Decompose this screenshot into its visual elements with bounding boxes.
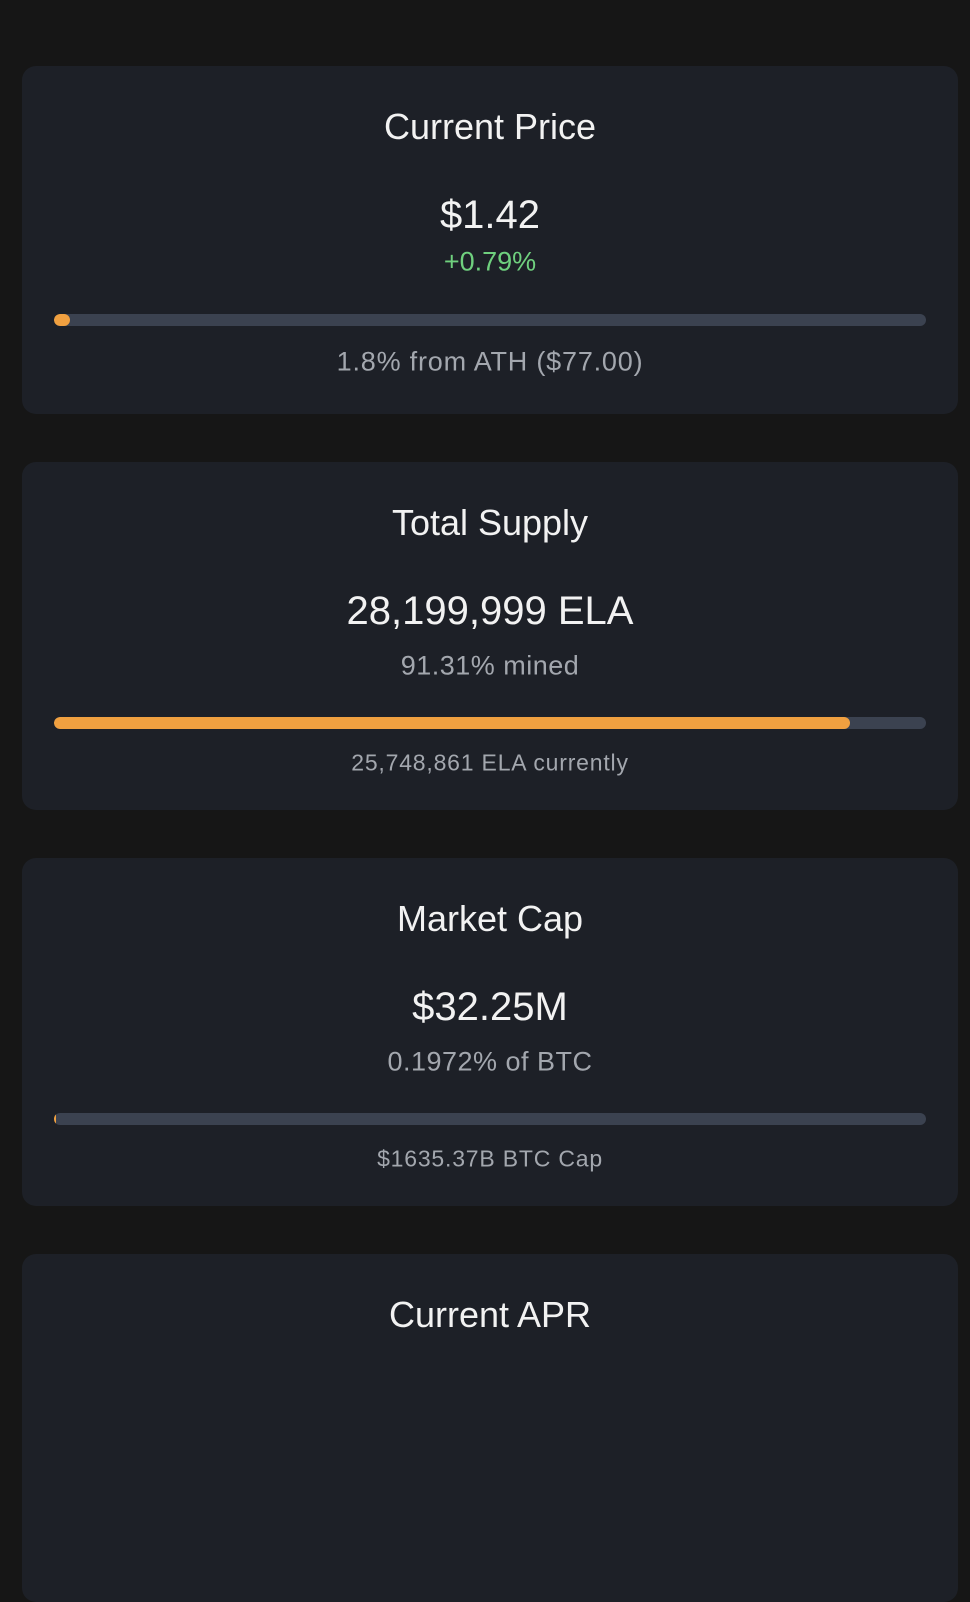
progress-fill [54, 717, 851, 729]
progress-track [54, 1113, 926, 1125]
progress-fill [54, 314, 70, 326]
progress-fill [54, 1113, 56, 1125]
price-change: +0.79% [443, 246, 537, 277]
card-title: Current APR [388, 1294, 592, 1335]
card-title: Total Supply [391, 502, 589, 543]
stat-card: Current Price $1.42 +0.79% 1.8% from ATH ($… [22, 66, 958, 414]
stat-card: Market Cap $32.25M 0.1972% of BTC $1635.37B… [22, 858, 958, 1206]
card-value: $32.25M [412, 985, 568, 1029]
card-detail: 0.1972% of BTC [387, 1046, 593, 1077]
progress-track [54, 717, 926, 729]
progress-track [54, 314, 926, 326]
card-title: Market Cap [396, 898, 584, 939]
card-note: 25,748,861 ELA currently [351, 749, 629, 776]
card-detail: 91.31% mined [400, 650, 580, 681]
card-value: $1.42 [439, 193, 541, 237]
card-note: 1.8% from ATH ($77.00) [336, 346, 644, 377]
card-value: 28,199,999 ELA [346, 589, 634, 633]
stat-card: Total Supply 28,199,999 ELA 91.31% mined 25… [22, 462, 958, 810]
card-title: Current Price [383, 106, 597, 147]
card-note: $1635.37B BTC Cap [377, 1145, 603, 1172]
stat-card: Current APR [22, 1254, 958, 1602]
page: Current Price $1.42 +0.79% 1.8% from ATH ($… [22, 66, 958, 1602]
